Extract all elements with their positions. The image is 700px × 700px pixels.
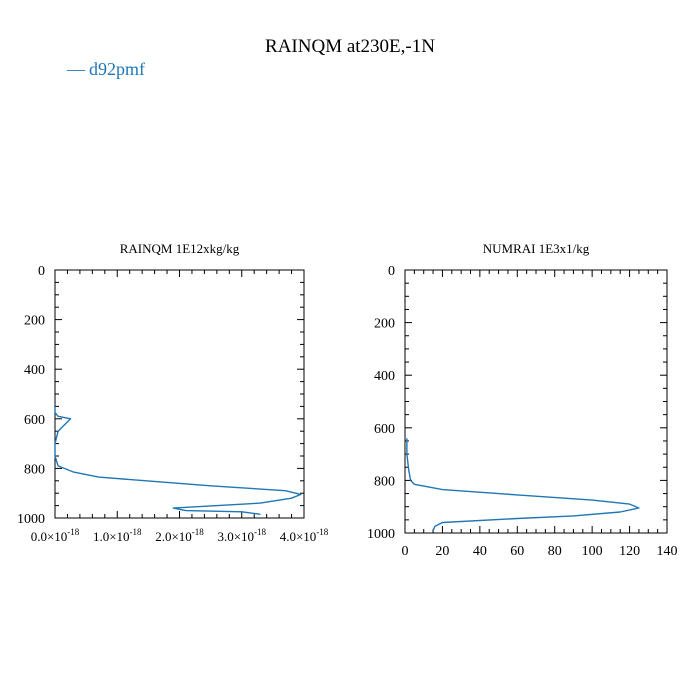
y-tick-label: 1000: [367, 527, 395, 542]
x-tick-label: 100: [582, 544, 603, 559]
x-tick-label: 20: [435, 544, 449, 559]
series-line-d92pmf: [406, 438, 640, 531]
legend-line-icon: —: [67, 59, 85, 79]
chart-title: NUMRAI 1E3x1/kg: [483, 241, 590, 256]
x-tick-label: 3.0×10-18: [217, 527, 266, 544]
x-tick-label: 2.0×10-18: [155, 527, 204, 544]
chart-title: RAINQM 1E12xkg/kg: [120, 241, 240, 256]
x-tick-label: 4.0×10-18: [280, 527, 329, 544]
series-line-d92pmf: [54, 406, 302, 515]
y-tick-label: 600: [374, 422, 395, 437]
plot-frame: [404, 269, 668, 534]
x-tick-label: 60: [510, 544, 524, 559]
x-tick-label: 0: [402, 544, 409, 559]
plot-frame: [54, 269, 305, 519]
y-tick-label: 0: [388, 264, 395, 279]
y-tick-label: 600: [24, 413, 45, 428]
y-tick-label: 1000: [17, 512, 45, 527]
y-tick-label: 0: [38, 264, 45, 279]
x-tick-label: 140: [657, 544, 678, 559]
x-tick-label: 40: [473, 544, 487, 559]
x-tick-label: 120: [619, 544, 640, 559]
chart-2: NUMRAI 1E3x1/kg 0 200 400 600 800 1000 0 20 40 60 8…: [367, 241, 678, 559]
legend-label: d92pmf: [89, 59, 145, 79]
y-tick-label: 400: [374, 369, 395, 384]
figure-title: RAINQM at230E,-1N: [265, 36, 435, 57]
y-tick-label: 200: [24, 314, 45, 329]
legend: — d92pmf: [67, 59, 145, 80]
x-tick-label: 80: [548, 544, 562, 559]
x-tick-label: 0.0×10-18: [31, 527, 80, 544]
x-tick-label: 1.0×10-18: [93, 527, 142, 544]
y-tick-label: 800: [24, 462, 45, 477]
y-tick-label: 400: [24, 363, 45, 378]
chart-1: RAINQM 1E12xkg/kg 0 200 400 600 800 10000.0×10…: [17, 241, 329, 544]
y-tick-label: 200: [374, 317, 395, 332]
y-tick-label: 800: [374, 474, 395, 489]
